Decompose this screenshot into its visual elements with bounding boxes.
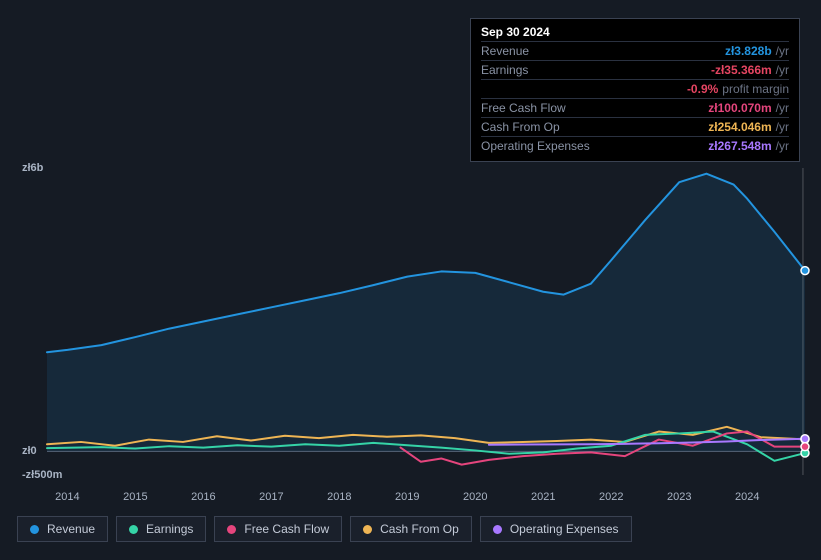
tooltip-row-label: Operating Expenses [481, 139, 590, 153]
legend-dot-icon [227, 525, 236, 534]
x-axis-label: 2022 [599, 491, 623, 503]
x-axis-label: 2017 [259, 491, 283, 503]
tooltip-row: Free Cash Flow zł100.070m/yr [481, 98, 789, 117]
area-revenue [47, 174, 805, 452]
tooltip-row-value: zł254.046m/yr [708, 120, 789, 134]
tooltip-row-value: zł267.548m/yr [708, 139, 789, 153]
chart-svg [47, 168, 805, 475]
tooltip-row-value: zł100.070m/yr [708, 101, 789, 115]
x-axis-label: 2019 [395, 491, 419, 503]
legend-label: Free Cash Flow [244, 522, 329, 536]
x-axis-labels: 2014 2015 2016 2017 2018 2019 2020 2021 2022 2023… [47, 485, 805, 505]
series-end-dot [801, 443, 809, 451]
x-axis-label: 2020 [463, 491, 487, 503]
x-axis-label: 2016 [191, 491, 215, 503]
tooltip-row: Cash From Op zł254.046m/yr [481, 117, 789, 136]
x-axis-label: 2015 [123, 491, 147, 503]
legend-item-free-cash-flow[interactable]: Free Cash Flow [214, 516, 342, 542]
series-end-dot [801, 267, 809, 275]
y-axis-label: zł6b [22, 162, 43, 174]
tooltip-row-label: Free Cash Flow [481, 101, 566, 115]
tooltip-row-value: -zł35.366m/yr [711, 63, 789, 77]
tooltip-row-label: Revenue [481, 44, 529, 58]
tooltip-row: Operating Expenses zł267.548m/yr [481, 136, 789, 155]
plot-area [47, 168, 805, 475]
tooltip-row-value: zł3.828b/yr [725, 44, 789, 58]
x-axis-label: 2024 [735, 491, 759, 503]
tooltip-rows: Revenue zł3.828b/yr Earnings -zł35.366m/yr -… [481, 41, 789, 155]
legend-dot-icon [129, 525, 138, 534]
tooltip-date: Sep 30 2024 [481, 25, 789, 41]
legend-dot-icon [493, 525, 502, 534]
x-axis-label: 2018 [327, 491, 351, 503]
tooltip-row-label: Cash From Op [481, 120, 560, 134]
x-axis-label: 2021 [531, 491, 555, 503]
y-axis-label: zł0 [22, 445, 37, 457]
legend-label: Earnings [146, 522, 193, 536]
tooltip-row: -0.9%profit margin [481, 79, 789, 98]
legend-item-revenue[interactable]: Revenue [17, 516, 108, 542]
tooltip-row: Revenue zł3.828b/yr [481, 41, 789, 60]
tooltip-row-label: Earnings [481, 63, 528, 77]
chart-tooltip: Sep 30 2024 Revenue zł3.828b/yr Earnings -z… [470, 18, 800, 162]
legend-dot-icon [363, 525, 372, 534]
legend-item-earnings[interactable]: Earnings [116, 516, 206, 542]
legend-item-cash-from-op[interactable]: Cash From Op [350, 516, 472, 542]
legend-label: Cash From Op [380, 522, 459, 536]
legend-label: Revenue [47, 522, 95, 536]
series-end-dot [801, 435, 809, 443]
x-axis-label: 2014 [55, 491, 79, 503]
legend-label: Operating Expenses [510, 522, 619, 536]
x-axis-label: 2023 [667, 491, 691, 503]
financial-chart[interactable]: zł6bzł0-zł500m 2014201520162017201820192… [17, 158, 805, 505]
legend-dot-icon [30, 525, 39, 534]
legend-item-operating-expenses[interactable]: Operating Expenses [480, 516, 632, 542]
tooltip-row-value: -0.9%profit margin [687, 82, 789, 96]
tooltip-row: Earnings -zł35.366m/yr [481, 60, 789, 79]
chart-legend: Revenue Earnings Free Cash Flow Cash From O… [17, 516, 632, 542]
